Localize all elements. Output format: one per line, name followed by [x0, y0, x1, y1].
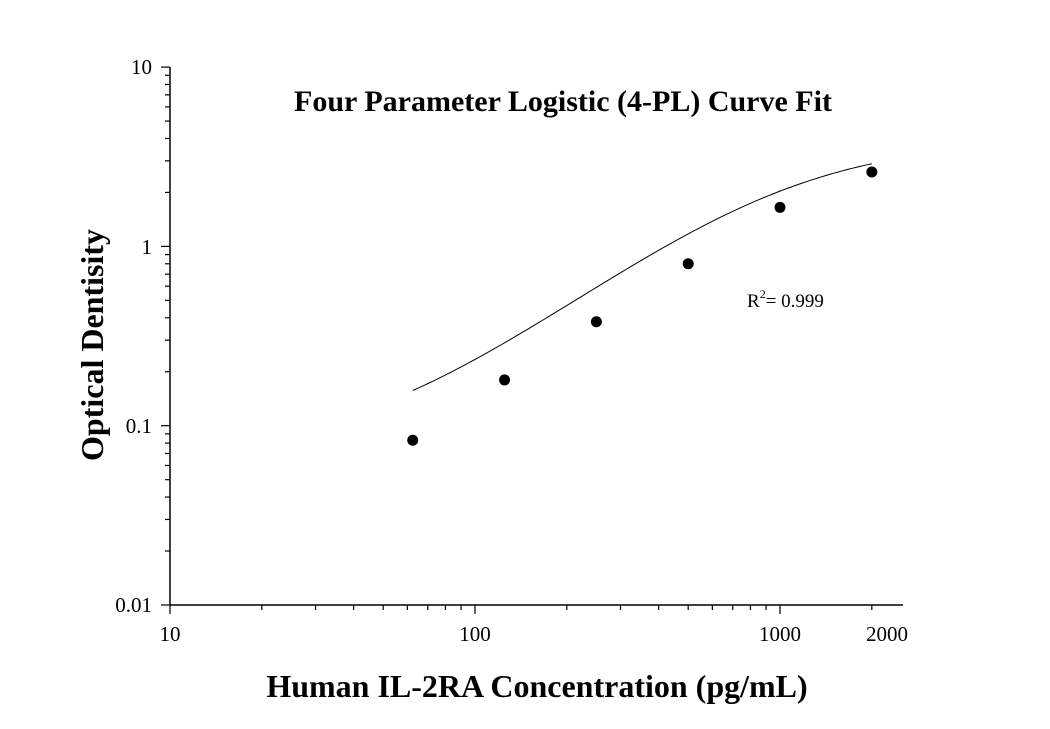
- data-point: [590, 316, 602, 328]
- ticks: [161, 66, 873, 614]
- y-axis-title: Optical Dentisity: [74, 229, 110, 461]
- r-squared-base: R: [747, 291, 760, 312]
- y-tick-label-0.01: 0.01: [115, 593, 152, 617]
- x-tick-label-1000: 1000: [759, 622, 801, 646]
- tick-labels: 10 100 1000 2000 0.01 0.1 1 10: [115, 55, 908, 646]
- r-squared-annotation: R2= 0.999: [747, 287, 824, 312]
- axes: [169, 67, 903, 606]
- data-point: [774, 201, 786, 213]
- chart-title: Four Parameter Logistic (4-PL) Curve Fit: [294, 85, 832, 118]
- r-squared-superscript: 2: [760, 287, 766, 301]
- data-points: [407, 166, 878, 446]
- data-point: [682, 258, 694, 270]
- x-tick-label-100: 100: [459, 622, 491, 646]
- data-point: [499, 374, 511, 386]
- x-axis-title: Human IL-2RA Concentration (pg/mL): [266, 668, 807, 704]
- y-tick-label-1: 1: [142, 235, 153, 259]
- y-tick-label-0.1: 0.1: [126, 414, 152, 438]
- fit-curve: [412, 163, 872, 392]
- data-point: [407, 434, 419, 446]
- y-tick-label-10: 10: [131, 55, 152, 79]
- r-squared-value: = 0.999: [766, 291, 824, 312]
- x-tick-label-2000: 2000: [866, 622, 908, 646]
- x-tick-label-10: 10: [160, 622, 181, 646]
- data-point: [866, 166, 878, 178]
